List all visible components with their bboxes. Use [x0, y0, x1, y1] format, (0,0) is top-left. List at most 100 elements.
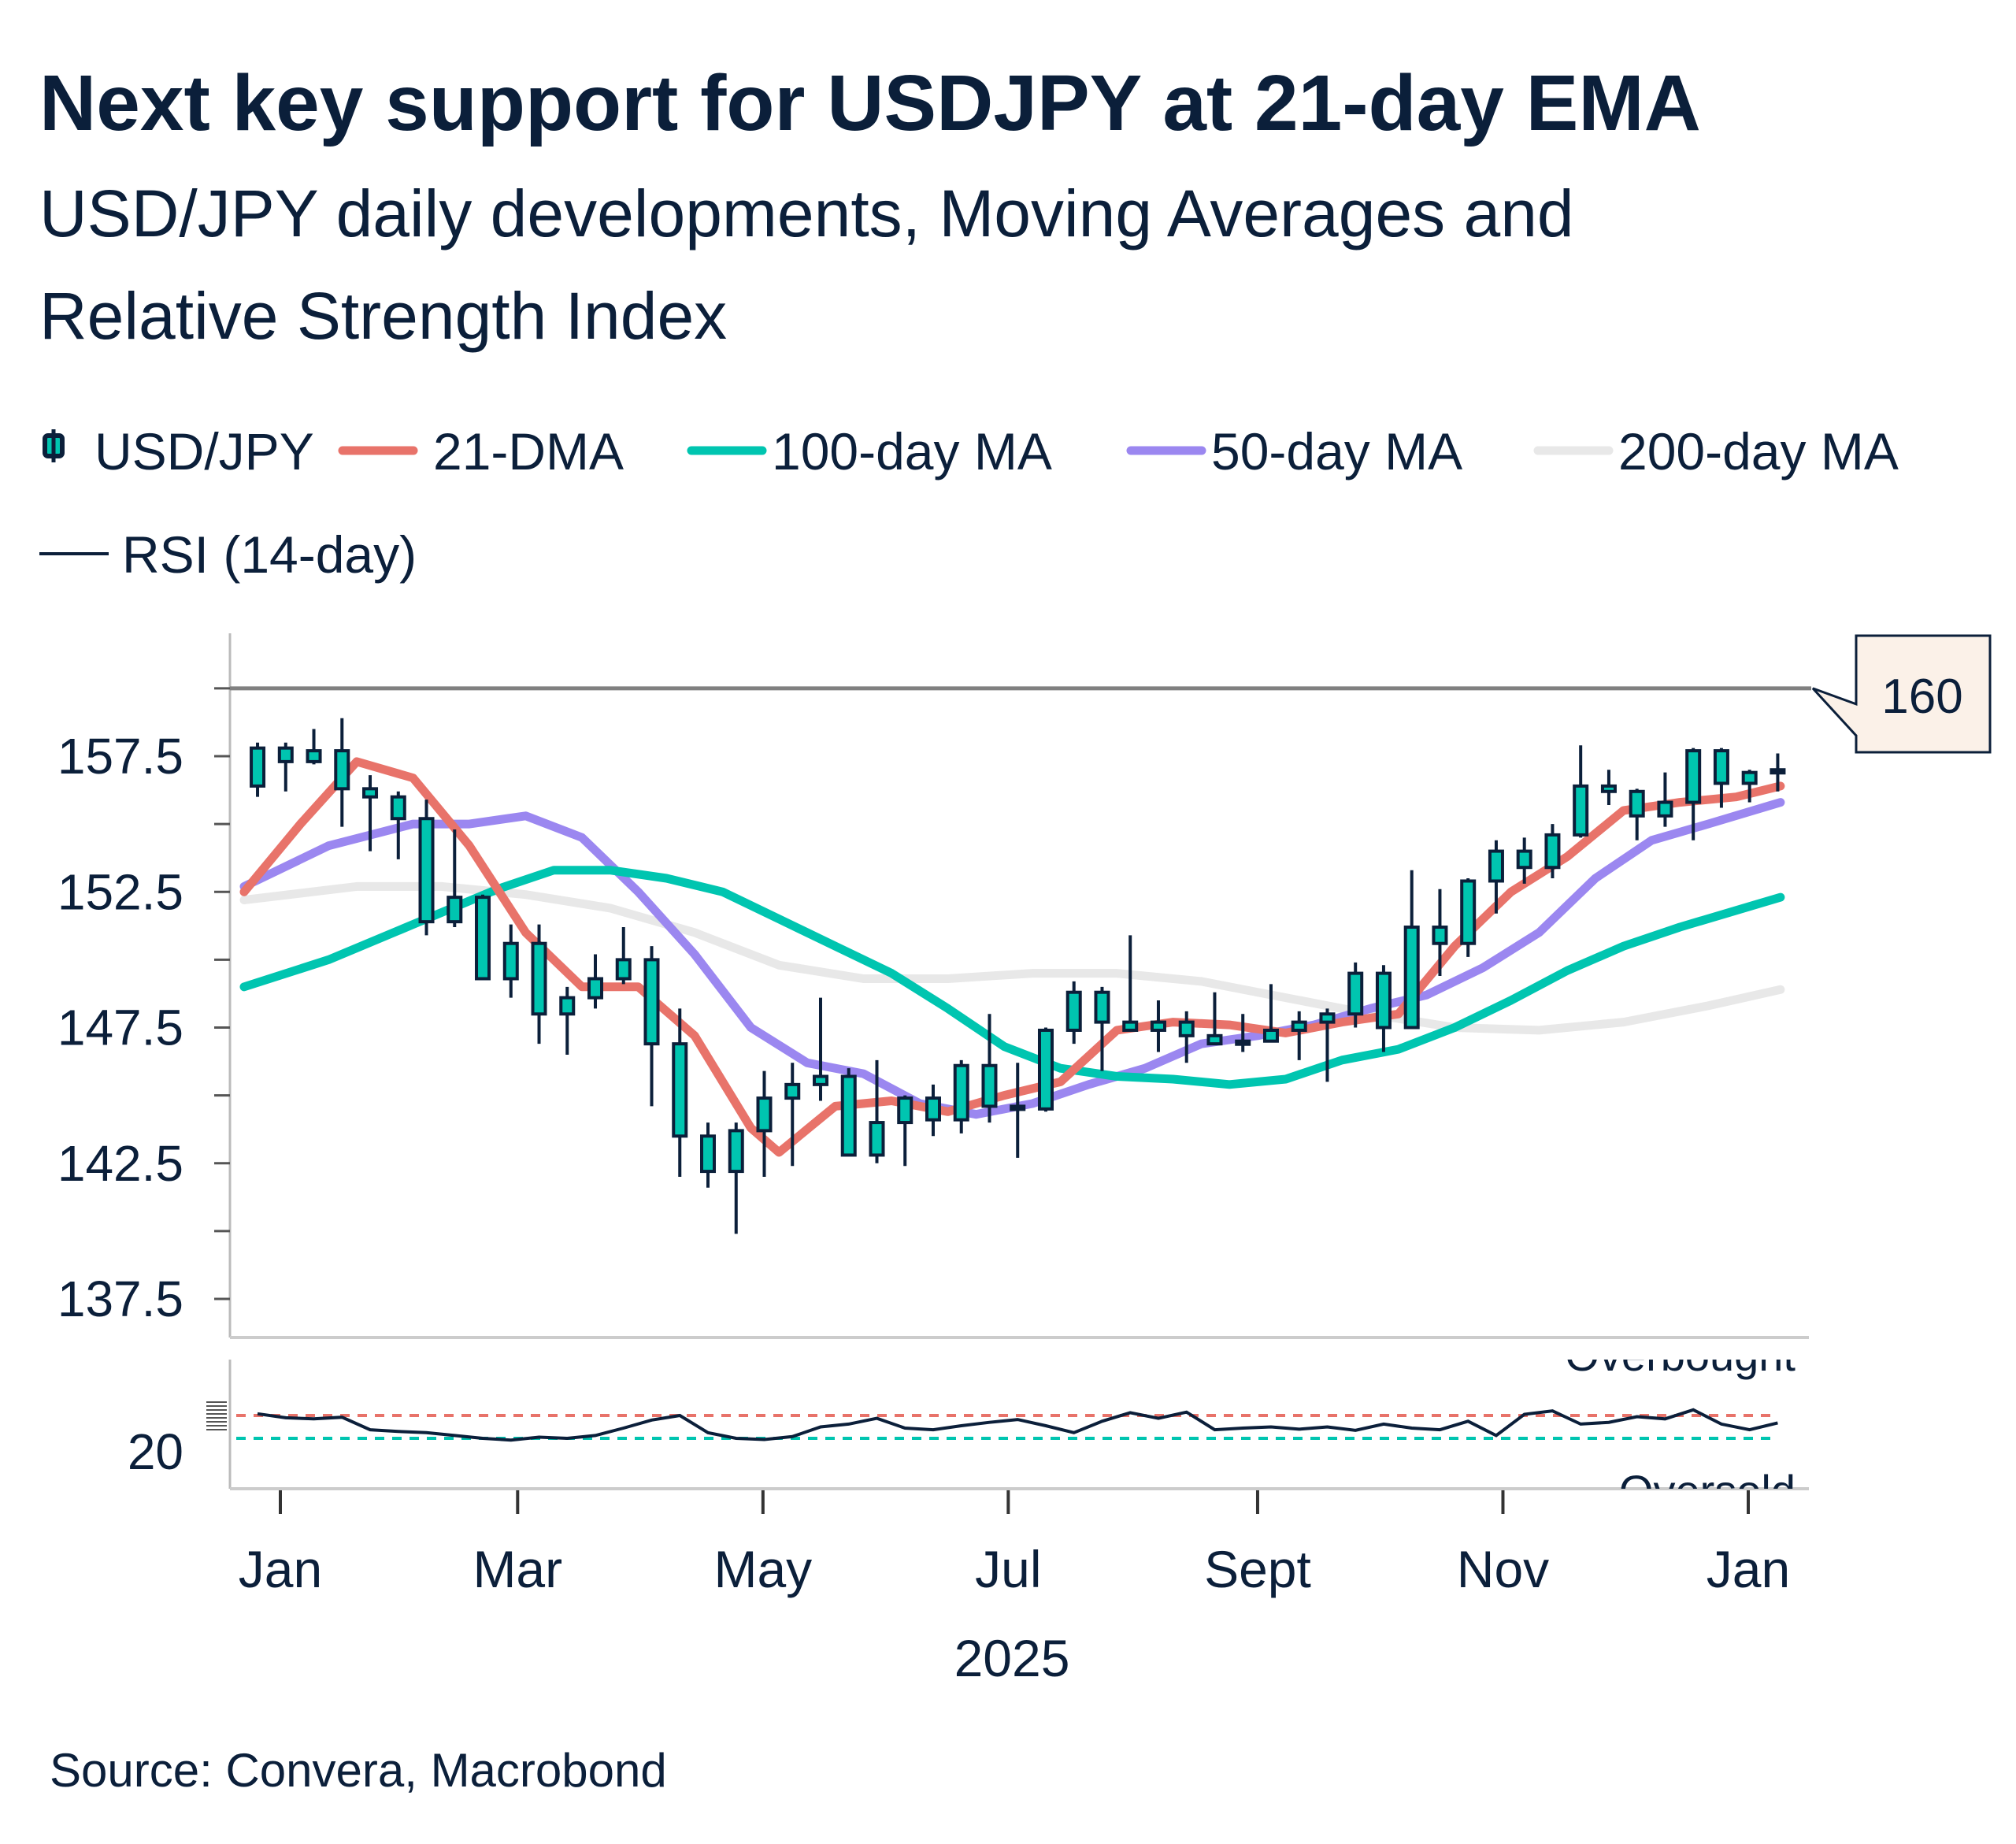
- candle: [700, 1122, 717, 1188]
- candle-body: [250, 746, 266, 788]
- candle: [306, 729, 322, 765]
- candle: [1347, 962, 1364, 1028]
- y-ticks: 157.5 152.5 147.5 142.5 137.5: [57, 687, 230, 1327]
- candle-body: [1460, 879, 1477, 945]
- candle-body: [1657, 800, 1673, 818]
- candle: [1741, 770, 1758, 803]
- candle-body: [1544, 833, 1561, 870]
- rsi-line: [257, 1408, 1778, 1442]
- candle-body: [1291, 1020, 1307, 1032]
- candle: [1770, 753, 1786, 792]
- candle: [1713, 748, 1729, 808]
- legend-item-21dma[interactable]: 21-DMA: [338, 422, 624, 480]
- x-tick-label: Jul: [975, 1540, 1041, 1598]
- x-tick-label: Jan: [1707, 1540, 1790, 1598]
- legend-item-rsi[interactable]: RSI (14-day): [39, 525, 417, 584]
- legend: USD/JPY 21-DMA 100-day MA 50-day MA 200-…: [39, 422, 1899, 584]
- candle: [587, 954, 604, 1009]
- candle: [334, 718, 350, 827]
- candle-body: [700, 1134, 717, 1174]
- x-tick-label: Mar: [472, 1540, 562, 1598]
- ma-line-50-day-ma: [239, 798, 1785, 1119]
- candle-body: [1375, 971, 1392, 1030]
- candle: [1010, 1063, 1026, 1158]
- candle: [897, 1095, 914, 1167]
- legend-label: 200-day MA: [1618, 422, 1899, 480]
- candle: [925, 1084, 941, 1137]
- ma-line-100-day-ma: [239, 866, 1785, 1089]
- source-note: Source: Convera, Macrobond: [50, 1744, 667, 1797]
- candle: [672, 1008, 688, 1177]
- candle-body: [390, 795, 406, 821]
- candle-body: [981, 1063, 998, 1108]
- candle-body: [277, 746, 294, 763]
- candle: [1065, 981, 1082, 1044]
- candle: [1291, 1011, 1307, 1060]
- candle-body: [1600, 784, 1617, 793]
- candle: [1516, 837, 1532, 884]
- candle-body: [643, 958, 660, 1046]
- candle: [1375, 965, 1392, 1052]
- candle: [502, 924, 519, 998]
- candle-body: [1347, 971, 1364, 1016]
- candle: [1629, 788, 1645, 840]
- candle: [1122, 935, 1139, 1032]
- x-axis-label: 2025: [954, 1629, 1070, 1687]
- candle-body: [1319, 1012, 1336, 1024]
- candle-body: [447, 896, 463, 924]
- candle-body: [1122, 1020, 1139, 1032]
- legend-label: 21-DMA: [433, 422, 624, 480]
- legend-item-200day-ma[interactable]: 200-day MA: [1533, 422, 1899, 480]
- ma-line-21-dma: [239, 757, 1785, 1157]
- candle-body: [1037, 1028, 1054, 1111]
- candle-body: [502, 941, 519, 981]
- candle: [362, 775, 379, 852]
- y-tick-label: 137.5: [57, 1271, 183, 1327]
- oversold-label: Oversold: [1619, 1466, 1796, 1516]
- candle-body: [559, 996, 576, 1016]
- candle: [475, 894, 491, 981]
- candle: [1685, 748, 1702, 840]
- candle: [531, 924, 547, 1044]
- candle-body: [1065, 990, 1082, 1032]
- legend-label: 100-day MA: [772, 422, 1052, 480]
- x-ticks: Jan Mar May Jul Sept Nov Jan: [239, 1490, 1790, 1598]
- candle: [1460, 878, 1477, 957]
- legend-label: RSI (14-day): [122, 525, 417, 584]
- ma-line-200-day-ma: [239, 881, 1785, 1035]
- candle: [1178, 1011, 1195, 1063]
- legend-item-100day-ma[interactable]: 100-day MA: [687, 422, 1052, 480]
- candle: [447, 829, 463, 928]
- candle: [953, 1059, 969, 1133]
- candle: [559, 986, 576, 1055]
- legend-item-50day-ma[interactable]: 50-day MA: [1126, 422, 1462, 480]
- rsi-minor-ticks: [206, 1401, 227, 1430]
- candle-body: [475, 896, 491, 981]
- candle-body: [756, 1096, 773, 1133]
- candle: [840, 1068, 857, 1157]
- candle: [1319, 1008, 1336, 1082]
- candle-body: [362, 787, 379, 799]
- candle-body: [869, 1121, 885, 1157]
- candle-body: [1432, 926, 1448, 945]
- x-tick-label: Nov: [1457, 1540, 1549, 1598]
- candle-body: [1573, 784, 1589, 837]
- candle: [981, 1014, 998, 1123]
- candle: [1150, 1000, 1166, 1052]
- candle-body: [812, 1074, 828, 1086]
- candle: [1432, 889, 1448, 977]
- rsi-y-tick-label: 20: [128, 1423, 183, 1480]
- candle: [1657, 772, 1673, 827]
- candle-body: [1150, 1020, 1166, 1032]
- candle-body: [728, 1129, 744, 1174]
- candle-body: [1770, 768, 1786, 775]
- candle-body: [1206, 1033, 1223, 1046]
- candle-body: [1235, 1039, 1251, 1046]
- candle: [1262, 984, 1279, 1043]
- chart-subtitle-line2: Relative Strength Index: [39, 279, 727, 353]
- legend-item-usdjpy[interactable]: USD/JPY: [43, 422, 314, 480]
- candle: [1206, 992, 1223, 1046]
- candle: [869, 1059, 885, 1163]
- x-tick-label: Sept: [1204, 1540, 1311, 1598]
